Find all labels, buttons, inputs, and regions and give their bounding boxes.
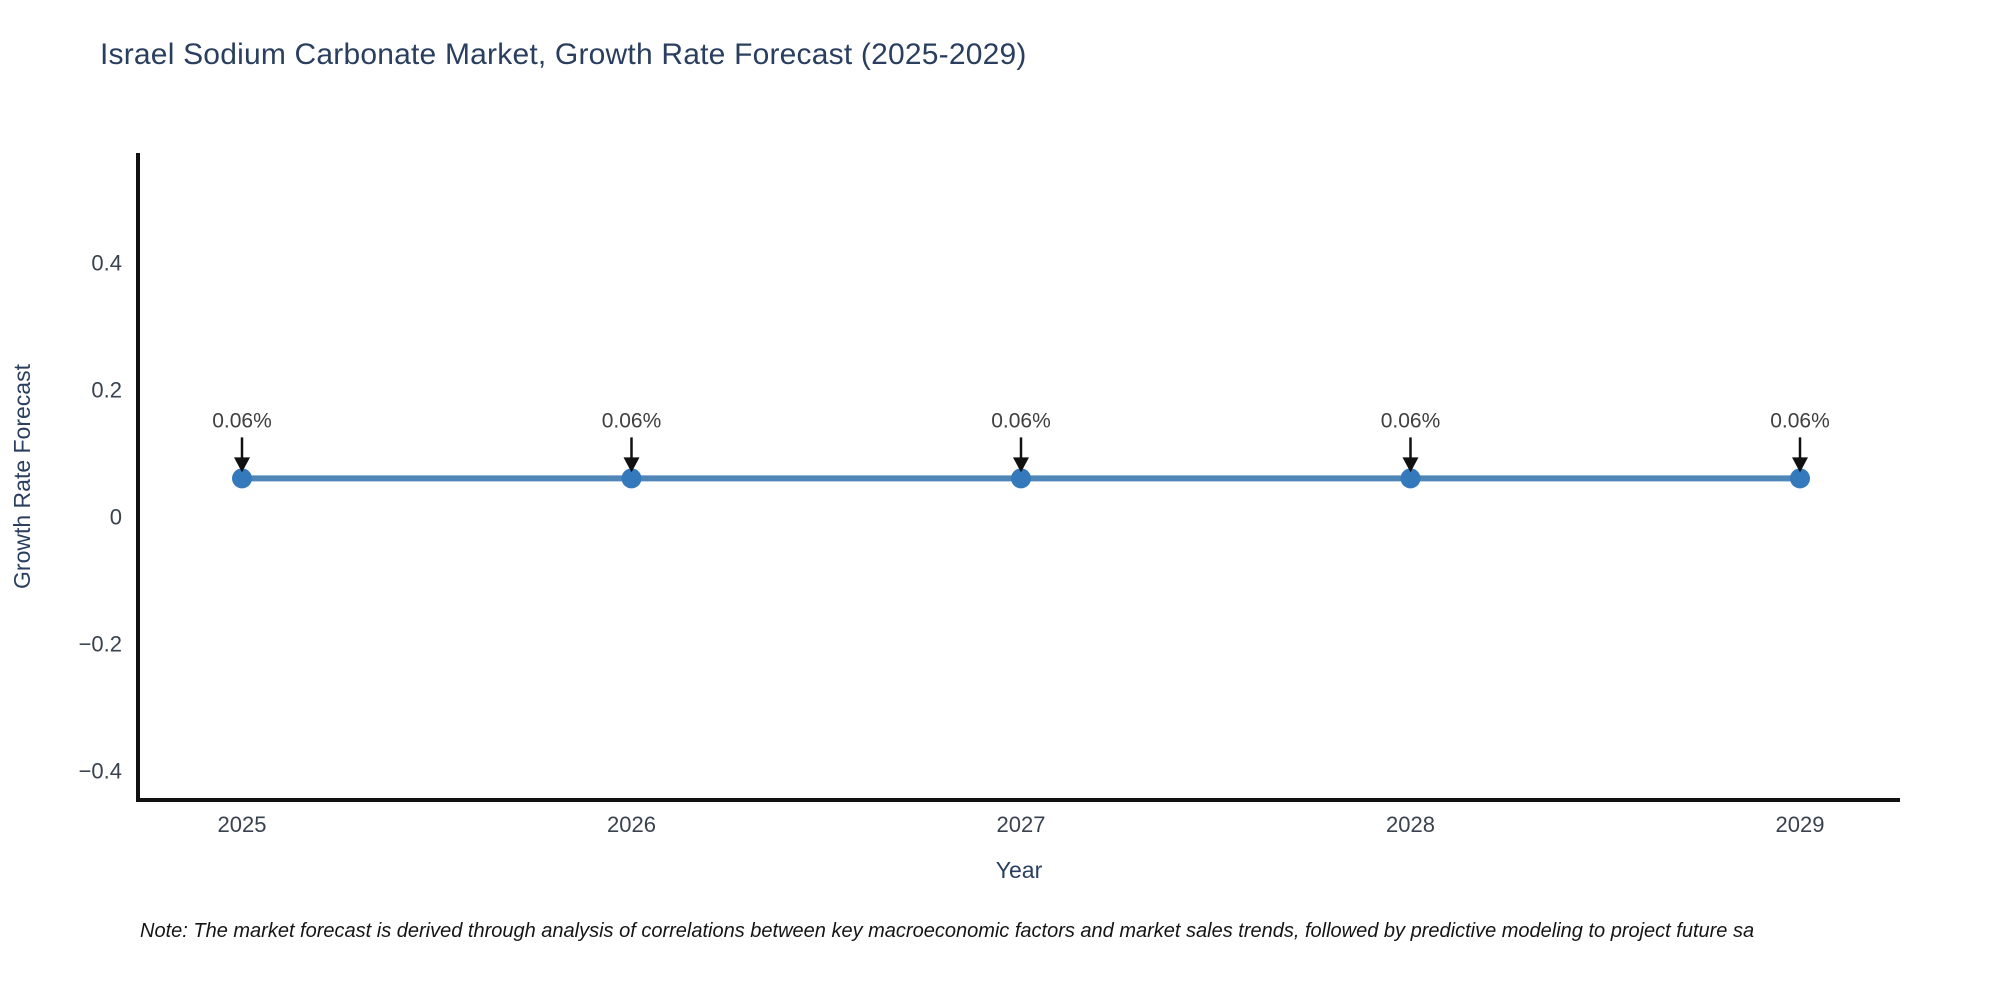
data-point-marker (1400, 468, 1421, 489)
y-tick-label: −0.4 (79, 759, 122, 784)
down-arrow-head-icon (234, 457, 250, 473)
x-tick-label: 2027 (997, 812, 1046, 837)
y-tick-label: 0.2 (91, 378, 122, 403)
data-point-marker (232, 468, 252, 489)
down-arrow-head-icon (1013, 457, 1029, 473)
x-tick-label: 2029 (1776, 812, 1825, 837)
data-point-marker (621, 468, 642, 489)
point-value-label: 0.06% (1770, 409, 1830, 432)
x-tick-label: 2026 (607, 812, 656, 837)
down-arrow-head-icon (1792, 457, 1808, 473)
point-value-label: 0.06% (212, 409, 272, 432)
x-tick-label: 2028 (1386, 812, 1435, 837)
y-tick-label: 0.4 (91, 251, 122, 276)
chart-footnote: Note: The market forecast is derived thr… (140, 920, 1755, 942)
y-axis-title: Growth Rate Forecast (9, 363, 35, 589)
point-value-label: 0.06% (1381, 409, 1441, 432)
point-value-label: 0.06% (602, 409, 662, 432)
x-axis-title: Year (996, 857, 1043, 883)
y-tick-label: −0.2 (79, 632, 122, 657)
data-point-marker (1011, 468, 1031, 489)
down-arrow-head-icon (623, 457, 640, 473)
down-arrow-head-icon (1402, 457, 1419, 473)
x-tick-label: 2025 (218, 812, 267, 837)
y-tick-label: 0 (110, 505, 122, 530)
data-point-marker (1790, 468, 1810, 489)
chart-title: Israel Sodium Carbonate Market, Growth R… (100, 38, 1027, 71)
point-value-label: 0.06% (991, 409, 1051, 432)
